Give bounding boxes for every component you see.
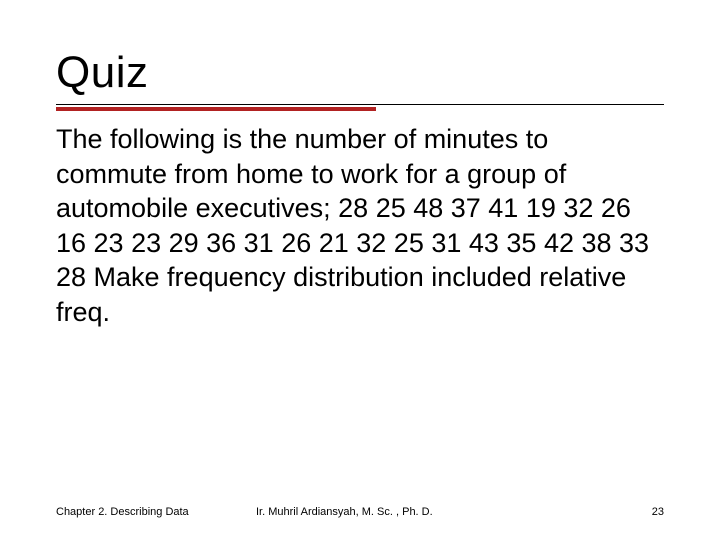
slide-footer: Chapter 2. Describing Data Ir. Muhril Ar… <box>56 506 664 518</box>
footer-center: Ir. Muhril Ardiansyah, M. Sc. , Ph. D. <box>226 506 604 518</box>
title-rule <box>56 104 664 112</box>
footer-page-number: 23 <box>604 506 664 518</box>
footer-left: Chapter 2. Describing Data <box>56 506 226 518</box>
rule-thin <box>56 104 664 105</box>
rule-thick <box>56 107 376 111</box>
slide: Quiz The following is the number of minu… <box>0 0 720 540</box>
slide-title: Quiz <box>56 48 664 98</box>
slide-body: The following is the number of minutes t… <box>56 122 664 329</box>
